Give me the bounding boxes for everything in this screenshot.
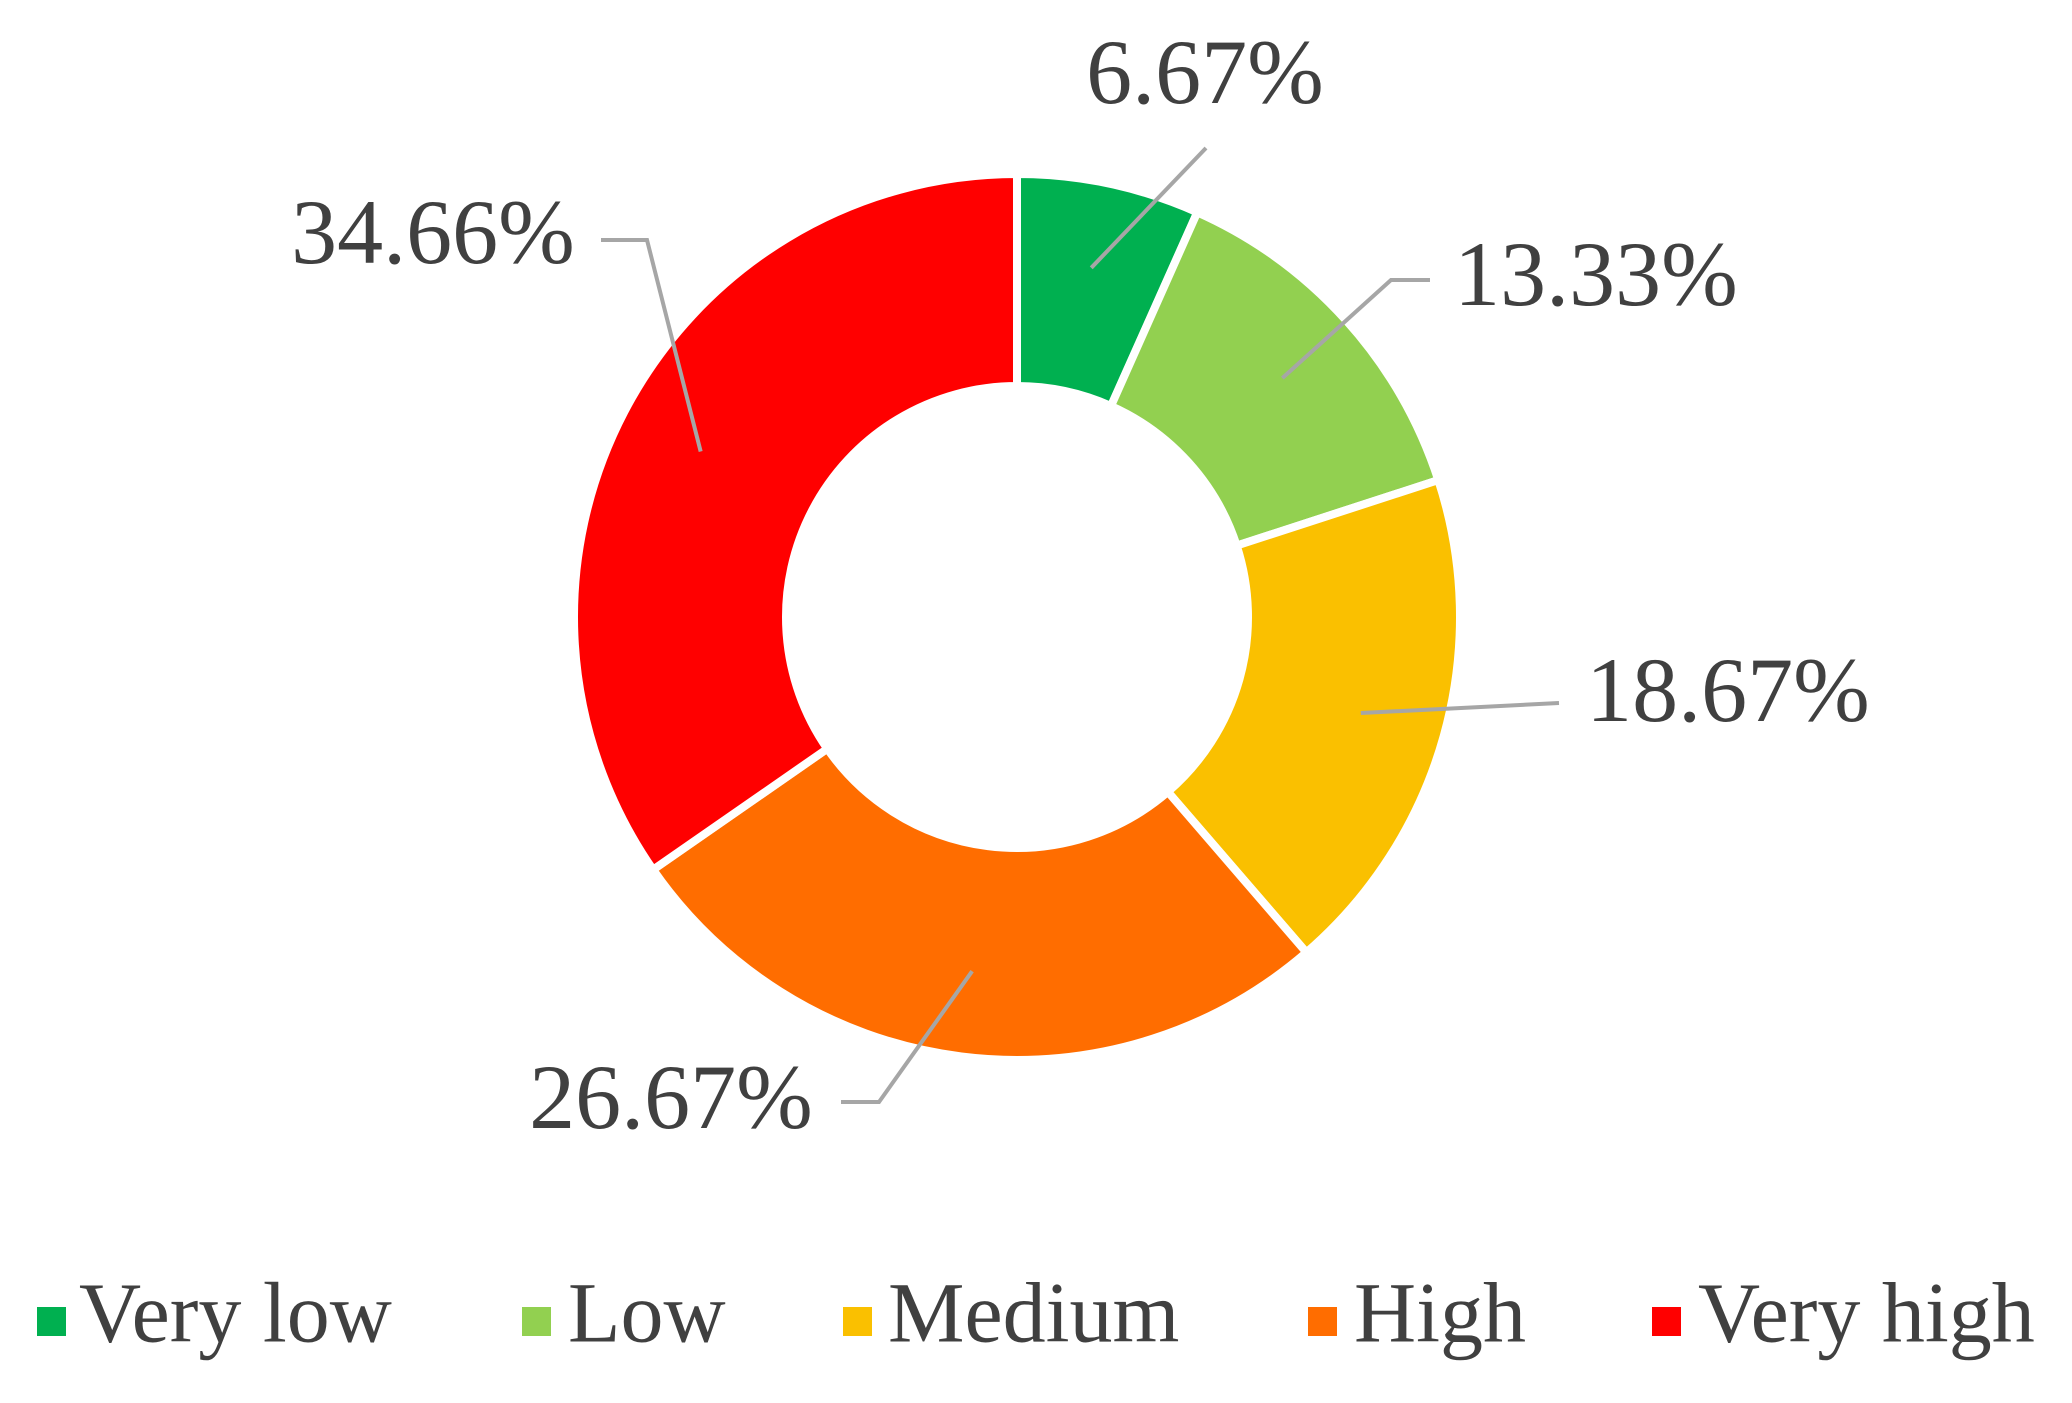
legend-label: High [1354, 1265, 1526, 1361]
data-label: 26.67% [529, 1046, 813, 1148]
data-label: 13.33% [1454, 223, 1738, 325]
leader-line [841, 970, 974, 1104]
leader-line [1280, 278, 1430, 380]
legend-label: Low [568, 1265, 726, 1361]
legend-swatch [843, 1307, 872, 1336]
donut-segment [1162, 475, 1465, 959]
legend-swatch [1308, 1307, 1337, 1336]
legend-label: Very high [1698, 1265, 2035, 1361]
legend-label: Very low [79, 1265, 392, 1361]
legend-swatch [522, 1307, 551, 1336]
legend-swatch [1652, 1307, 1681, 1336]
data-label: 6.67% [1086, 21, 1324, 123]
donut-segment [1105, 207, 1444, 551]
donut-segment [647, 743, 1313, 1064]
leader-line [1089, 146, 1208, 270]
donut-segment [570, 169, 1021, 876]
data-label: 34.66% [291, 181, 575, 283]
legend-label: Medium [888, 1265, 1179, 1361]
legend-swatch [37, 1307, 66, 1336]
data-label: 18.67% [1586, 639, 1870, 741]
leader-line [601, 238, 703, 453]
leader-line [1360, 701, 1560, 716]
